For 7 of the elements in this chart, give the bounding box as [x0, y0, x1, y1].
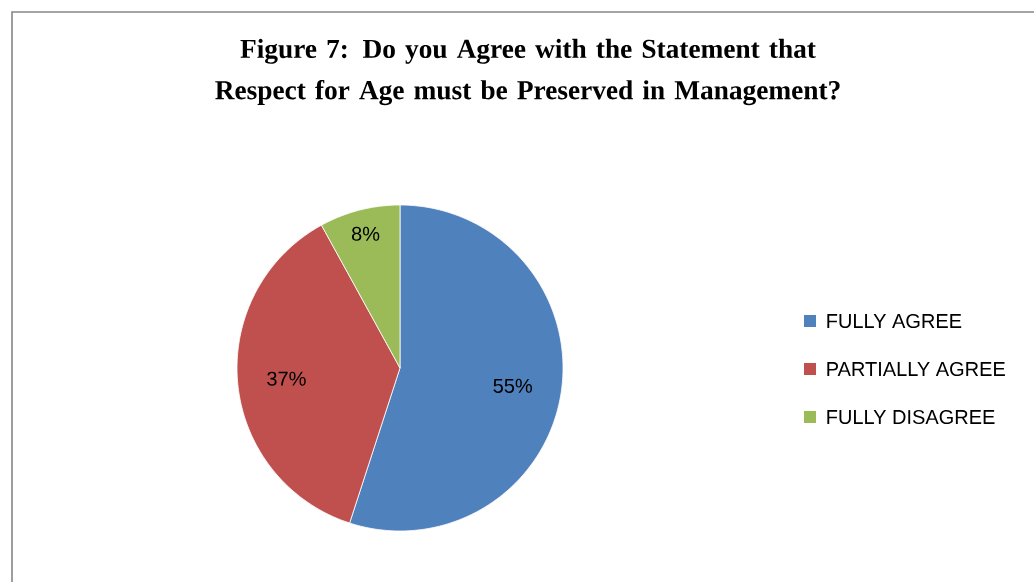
data-label: 8% — [351, 226, 380, 241]
chart-title: Figure 7: Do you Agree with the Statement that Respect for Age must be Preserved in Management? — [215, 38, 840, 106]
legend-label: PARTIALLY AGREE — [827, 361, 1005, 377]
data-label: 37% — [267, 371, 306, 386]
data-label: 55% — [493, 378, 532, 393]
legend-label: FULLY AGREE — [827, 313, 962, 329]
legend-label: FULLY DISAGREE — [827, 409, 995, 425]
